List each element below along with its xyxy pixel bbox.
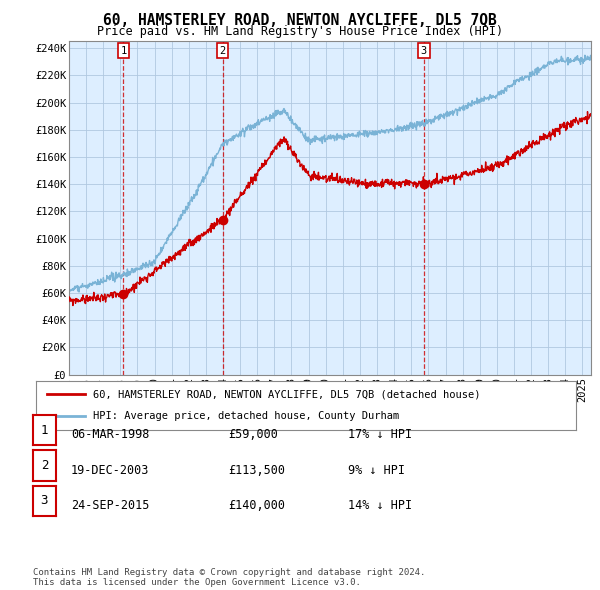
Text: 60, HAMSTERLEY ROAD, NEWTON AYCLIFFE, DL5 7QB: 60, HAMSTERLEY ROAD, NEWTON AYCLIFFE, DL… [103, 13, 497, 28]
Text: 2: 2 [41, 459, 48, 472]
Text: 06-MAR-1998: 06-MAR-1998 [71, 428, 149, 441]
Text: 2: 2 [220, 46, 226, 56]
Text: Price paid vs. HM Land Registry's House Price Index (HPI): Price paid vs. HM Land Registry's House … [97, 25, 503, 38]
Text: £113,500: £113,500 [228, 464, 285, 477]
Text: 14% ↓ HPI: 14% ↓ HPI [348, 499, 412, 512]
Text: HPI: Average price, detached house, County Durham: HPI: Average price, detached house, Coun… [92, 411, 399, 421]
Text: 17% ↓ HPI: 17% ↓ HPI [348, 428, 412, 441]
Text: £59,000: £59,000 [228, 428, 278, 441]
Text: 24-SEP-2015: 24-SEP-2015 [71, 499, 149, 512]
Text: 3: 3 [41, 494, 48, 507]
Text: 1: 1 [120, 46, 127, 56]
Text: 9% ↓ HPI: 9% ↓ HPI [348, 464, 405, 477]
Text: 3: 3 [421, 46, 427, 56]
Text: Contains HM Land Registry data © Crown copyright and database right 2024.
This d: Contains HM Land Registry data © Crown c… [33, 568, 425, 587]
Text: 1: 1 [41, 424, 48, 437]
Text: 19-DEC-2003: 19-DEC-2003 [71, 464, 149, 477]
Text: £140,000: £140,000 [228, 499, 285, 512]
Text: 60, HAMSTERLEY ROAD, NEWTON AYCLIFFE, DL5 7QB (detached house): 60, HAMSTERLEY ROAD, NEWTON AYCLIFFE, DL… [92, 389, 480, 399]
